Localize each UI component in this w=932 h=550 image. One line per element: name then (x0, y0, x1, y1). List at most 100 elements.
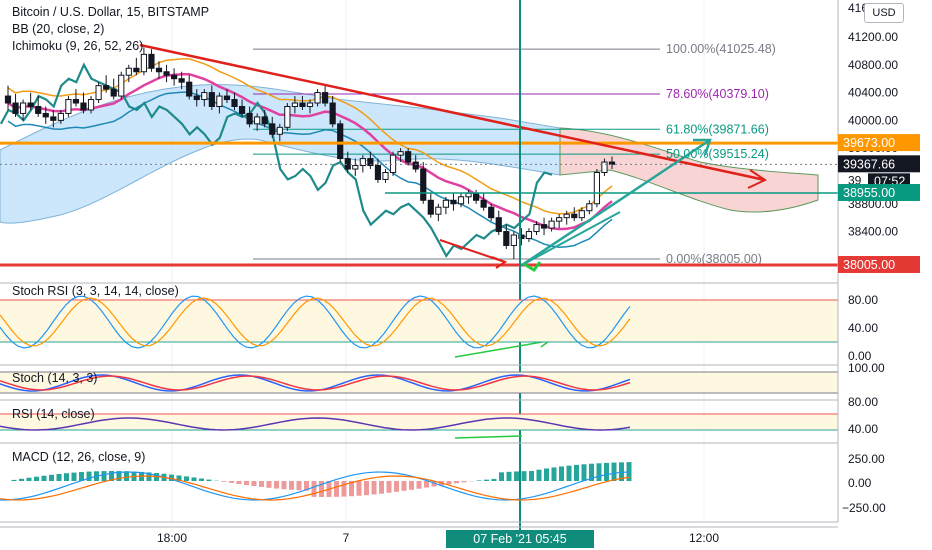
macd-histogram-bar (146, 472, 152, 481)
candle-body (488, 206, 495, 219)
macd-histogram-bar (71, 472, 77, 481)
currency-button[interactable]: USD (864, 3, 904, 23)
candle-body (322, 92, 329, 104)
macd-histogram-bar (506, 471, 512, 481)
candle-body (548, 220, 555, 229)
candle-body (586, 203, 593, 212)
pane-tick-label: 40.00 (848, 422, 878, 436)
candle-body (193, 95, 200, 101)
macd-histogram-bar (544, 468, 549, 481)
candle-body (95, 85, 102, 101)
support-trend-line (521, 211, 621, 266)
macd-histogram-bar (529, 471, 534, 481)
ichimoku-lagging-span (0, 62, 553, 258)
price-axis[interactable]: 41200.0040800.0040400.0040000.0039600.00… (837, 0, 920, 522)
macd-histogram-bar (401, 481, 407, 491)
candle-body (533, 224, 540, 233)
downtrend-line (139, 43, 766, 182)
candle-body (208, 92, 215, 107)
candle-body (556, 217, 563, 222)
candle-body (344, 158, 351, 170)
candle-body (125, 67, 132, 76)
macd-histogram-bar (484, 479, 489, 481)
rsi-label[interactable]: RSI (14, close) (12, 407, 95, 421)
candle-body (473, 192, 480, 201)
candle-body (389, 154, 397, 173)
candle-body (465, 192, 472, 198)
macd-histogram-bar (221, 481, 227, 482)
candle-body (72, 99, 80, 104)
macd-histogram-bar (379, 481, 384, 494)
ichimoku-legend[interactable]: Ichimoku (9, 26, 52, 26) (12, 39, 144, 53)
candlestick-series (4, 47, 616, 259)
stoch-rsi-label[interactable]: Stoch RSI (3, 3, 14, 14, close) (12, 284, 179, 298)
macd-histogram-bar (124, 471, 129, 481)
macd-histogram-bar (11, 479, 17, 481)
rsi-line (0, 417, 631, 431)
uptrend-line (521, 138, 711, 267)
macd-histogram-bar (341, 481, 347, 497)
macd-histogram-bar (26, 477, 32, 481)
time-tick-label: 18:00 (157, 531, 187, 545)
candle-body (510, 234, 517, 246)
macd-histogram-bar (371, 481, 377, 495)
macd-histogram-bar (34, 476, 39, 481)
macd-label[interactable]: MACD (12, 26, close, 9) (12, 450, 146, 464)
fibonacci-retracement[interactable]: 100.00%(41025.48) 78.60%(40379.10) 61.80%(… (253, 42, 776, 266)
macd-histogram-bar (386, 481, 392, 493)
candle-body (261, 116, 268, 125)
candle-body (269, 123, 276, 135)
stoch-d-line (0, 375, 631, 391)
macd-histogram-bar (19, 478, 24, 481)
macd-histogram-bar (56, 473, 62, 481)
macd-histogram-bar (596, 463, 602, 481)
chart-drawings[interactable] (0, 0, 838, 530)
candle-body (201, 92, 208, 101)
macd-histogram-bar (296, 481, 302, 491)
candle-body (103, 85, 110, 90)
stoch-label[interactable]: Stoch (14, 3, 3) (12, 371, 98, 385)
macd-histogram-bar (454, 481, 459, 484)
time-axis[interactable]: 18:00 7 12:00 07 Feb '21 05:45 (0, 526, 838, 548)
candle-body (405, 151, 412, 163)
macd-histogram-bar (191, 477, 197, 481)
macd-histogram-bar (86, 471, 92, 481)
resistance-price-tag-bg (838, 134, 920, 152)
pane-tick-label: 0.00 (848, 476, 872, 490)
macd-histogram-bar (349, 481, 354, 497)
candle-body (540, 224, 548, 229)
candle-body (367, 158, 374, 167)
candle-body (284, 105, 291, 128)
macd-histogram-bar (394, 481, 399, 492)
fib-level-label: 50.00%(39515.24) (666, 147, 769, 161)
bb-legend[interactable]: BB (20, close, 2) (12, 22, 105, 36)
candle-body (397, 151, 404, 156)
macd-line (0, 471, 631, 501)
candle-body (246, 112, 253, 125)
macd-histogram-bar (604, 462, 609, 481)
macd-histogram-bar (266, 481, 272, 488)
macd-histogram-bar (431, 481, 437, 487)
stoch-rsi-d-line (0, 297, 631, 347)
macd-histogram-bar (416, 481, 422, 489)
candle-body (50, 116, 57, 121)
level-price-tag-bg (838, 183, 920, 201)
candle-body (276, 126, 283, 135)
macd-histogram-bar (566, 465, 572, 481)
candle-body (223, 95, 231, 101)
crosshair-time-tag: 07 Feb '21 05:45 (473, 532, 566, 546)
candle-body (171, 74, 178, 80)
fib-level-label: 61.80%(39871.66) (666, 122, 769, 136)
macd-histogram-bar (229, 481, 234, 483)
candle-body (450, 199, 457, 205)
macd-histogram-bar (49, 474, 54, 481)
candle-body (442, 199, 449, 208)
candle-body (359, 158, 366, 167)
candle-body (457, 196, 465, 205)
candle-body (518, 234, 525, 240)
candle-body (216, 95, 223, 107)
partial-price-label: 39 (848, 173, 862, 187)
macd-histogram-bar (491, 478, 497, 481)
price-tick-label: 40000.00 (848, 113, 898, 127)
